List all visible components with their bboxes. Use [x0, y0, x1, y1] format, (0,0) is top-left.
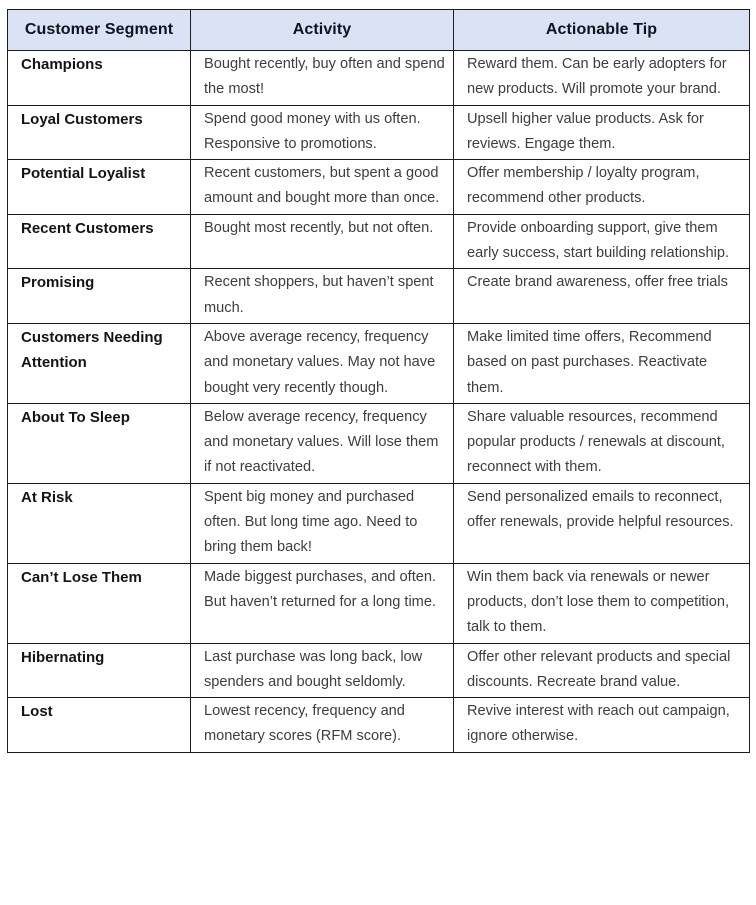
table-row: Champions Bought recently, buy often and… [7, 50, 750, 106]
activity-cell: Bought recently, buy often and spend the… [190, 50, 454, 106]
tip-cell: Offer other relevant products and specia… [453, 642, 750, 699]
table-row: At Risk Spent big money and purchased of… [7, 482, 750, 564]
activity-cell: Lowest recency, frequency and monetary s… [190, 697, 454, 753]
activity-cell: Above average recency, frequency and mon… [190, 322, 454, 404]
segment-cell: Hibernating [7, 642, 191, 699]
table-row: Recent Customers Bought most recently, b… [7, 213, 750, 270]
rfm-segments-table: Customer Segment Activity Actionable Tip… [7, 9, 750, 753]
tip-cell: Upsell higher value products. Ask for re… [453, 104, 750, 161]
header-row: Customer Segment Activity Actionable Tip [7, 9, 750, 51]
activity-cell: Last purchase was long back, low spender… [190, 642, 454, 699]
header-activity: Activity [190, 9, 454, 51]
activity-cell: Bought most recently, but not often. [190, 213, 454, 270]
segment-cell: About To Sleep [7, 402, 191, 484]
segment-cell: Champions [7, 50, 191, 106]
segment-cell: Customers Needing Attention [7, 322, 191, 404]
header-customer-segment: Customer Segment [7, 9, 191, 51]
segment-cell: Loyal Customers [7, 104, 191, 161]
activity-cell: Made biggest purchases, and often. But h… [190, 562, 454, 644]
activity-cell: Spend good money with us often. Responsi… [190, 104, 454, 161]
tip-cell: Win them back via renewals or newer prod… [453, 562, 750, 644]
tip-cell: Revive interest with reach out campaign,… [453, 697, 750, 753]
tip-cell: Offer membership / loyalty program, reco… [453, 159, 750, 215]
activity-cell: Below average recency, frequency and mon… [190, 402, 454, 484]
segment-cell: Recent Customers [7, 213, 191, 270]
tip-cell: Create brand awareness, offer free trial… [453, 268, 750, 324]
activity-cell: Recent shoppers, but haven’t spent much. [190, 268, 454, 324]
table-row: Customers Needing Attention Above averag… [7, 322, 750, 404]
segment-cell: At Risk [7, 482, 191, 564]
table-row: Promising Recent shoppers, but haven’t s… [7, 268, 750, 324]
table-row: Lost Lowest recency, frequency and monet… [7, 697, 750, 753]
table-row: Hibernating Last purchase was long back,… [7, 642, 750, 699]
table-row: About To Sleep Below average recency, fr… [7, 402, 750, 484]
tip-cell: Reward them. Can be early adopters for n… [453, 50, 750, 106]
activity-cell: Recent customers, but spent a good amoun… [190, 159, 454, 215]
header-actionable-tip: Actionable Tip [453, 9, 750, 51]
table-row: Potential Loyalist Recent customers, but… [7, 159, 750, 215]
segment-cell: Promising [7, 268, 191, 324]
tip-cell: Make limited time offers, Recommend base… [453, 322, 750, 404]
segment-cell: Can’t Lose Them [7, 562, 191, 644]
tip-cell: Provide onboarding support, give them ea… [453, 213, 750, 270]
activity-cell: Spent big money and purchased often. But… [190, 482, 454, 564]
tip-cell: Share valuable resources, recommend popu… [453, 402, 750, 484]
table-row: Can’t Lose Them Made biggest purchases, … [7, 562, 750, 644]
tip-cell: Send personalized emails to reconnect, o… [453, 482, 750, 564]
table-row: Loyal Customers Spend good money with us… [7, 104, 750, 161]
segment-cell: Potential Loyalist [7, 159, 191, 215]
segment-cell: Lost [7, 697, 191, 753]
